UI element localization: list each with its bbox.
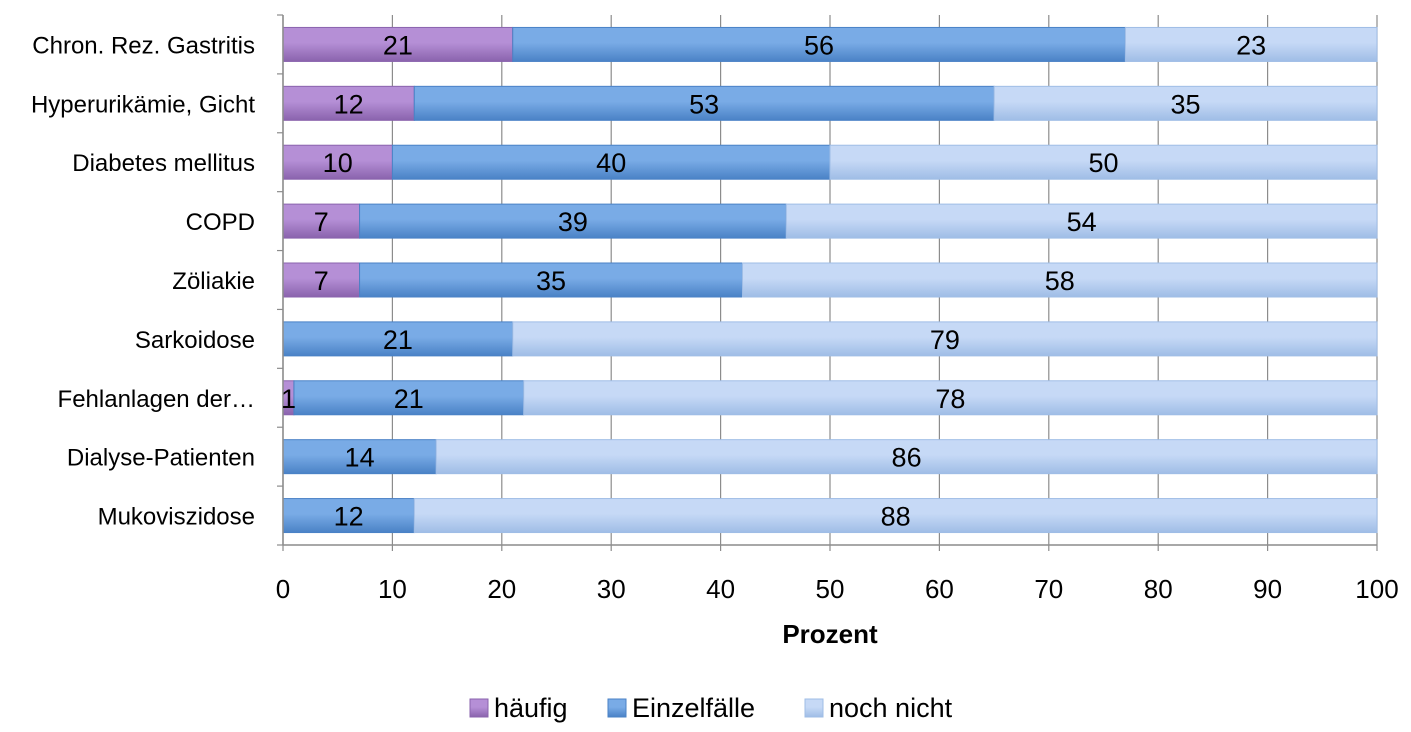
bar-segment	[282, 498, 415, 534]
data-label: 12	[334, 502, 364, 532]
data-label: 40	[596, 148, 626, 178]
axes: 0 10 20 30 40 50 60 70 80 90 100	[276, 14, 1399, 604]
legend-label: Einzelfälle	[632, 693, 755, 723]
category-label: Hyperurikämie, Gicht	[31, 91, 255, 118]
bar-segment	[282, 321, 514, 357]
category-label: Chron. Rez. Gastritis	[32, 32, 255, 59]
x-tick-label: 50	[816, 574, 845, 604]
category-label: Fehlanlagen der…	[58, 386, 255, 413]
x-tick-label: 10	[378, 574, 407, 604]
bar-segment	[1124, 26, 1378, 62]
bar-segment	[741, 262, 1378, 298]
legend: häufig Einzelfälle noch nicht	[469, 693, 953, 723]
bar-segment	[523, 380, 1378, 416]
data-label: 7	[314, 266, 329, 296]
x-tick-label: 90	[1253, 574, 1282, 604]
legend-item: Einzelfälle	[607, 693, 755, 723]
data-label: 88	[881, 502, 911, 532]
category-label: Sarkoidose	[135, 327, 255, 354]
bar-segment	[282, 85, 415, 121]
legend-label: häufig	[494, 693, 568, 723]
bar-segment	[282, 262, 361, 298]
bar-segment	[359, 203, 787, 239]
data-label: 35	[536, 266, 566, 296]
legend-swatch	[804, 698, 824, 718]
bar-segment	[829, 144, 1378, 180]
bar-segment	[293, 380, 525, 416]
legend-item: noch nicht	[804, 693, 953, 723]
bar-segment	[359, 262, 743, 298]
data-label: 79	[930, 325, 960, 355]
data-label: 7	[314, 207, 329, 237]
bar-segment	[785, 203, 1378, 239]
bars	[282, 26, 1378, 534]
bar-segment	[282, 26, 514, 62]
x-tick-label: 60	[925, 574, 954, 604]
data-label: 14	[345, 443, 375, 473]
legend-swatch	[607, 698, 627, 718]
x-tick-label: 20	[487, 574, 516, 604]
data-label: 56	[804, 30, 834, 60]
bar-segment	[512, 26, 1126, 62]
data-label: 53	[689, 89, 719, 119]
legend-swatch	[469, 698, 489, 718]
labels: 21 56 23 Chron. Rez. Gastritis 12 53 35 Hyperur…	[31, 30, 1266, 531]
data-label: 21	[394, 384, 424, 414]
data-label: 78	[935, 384, 965, 414]
data-label: 39	[558, 207, 588, 237]
data-label: 23	[1236, 30, 1266, 60]
data-label: 54	[1067, 207, 1097, 237]
x-axis-title: Prozent	[782, 619, 878, 649]
data-label: 12	[334, 89, 364, 119]
bar-segment	[282, 144, 393, 180]
data-label: 58	[1045, 266, 1075, 296]
data-label: 21	[383, 30, 413, 60]
bar-segment	[993, 85, 1378, 121]
data-label: 1	[281, 384, 296, 414]
legend-label: noch nicht	[829, 693, 953, 723]
category-label: Diabetes mellitus	[72, 150, 255, 177]
x-tick-label: 30	[597, 574, 626, 604]
data-label: 35	[1171, 89, 1201, 119]
data-label: 50	[1088, 148, 1118, 178]
x-tick-label: 100	[1355, 574, 1398, 604]
x-tick-label: 80	[1144, 574, 1173, 604]
bar-segment	[282, 203, 361, 239]
data-label: 10	[323, 148, 353, 178]
legend-item: häufig	[469, 693, 568, 723]
x-tick-label: 40	[706, 574, 735, 604]
x-tick-label: 0	[276, 574, 290, 604]
category-label: COPD	[186, 209, 255, 236]
bar-segment	[413, 85, 995, 121]
data-label: 21	[383, 325, 413, 355]
category-label: Mukoviszidose	[98, 504, 255, 531]
data-label: 86	[892, 443, 922, 473]
bar-segment	[413, 498, 1378, 534]
x-tick-label: 70	[1034, 574, 1063, 604]
category-label: Dialyse-Patienten	[67, 445, 255, 472]
bar-segment	[512, 321, 1378, 357]
category-label: Zöliakie	[172, 268, 255, 295]
bar-segment	[435, 439, 1378, 475]
